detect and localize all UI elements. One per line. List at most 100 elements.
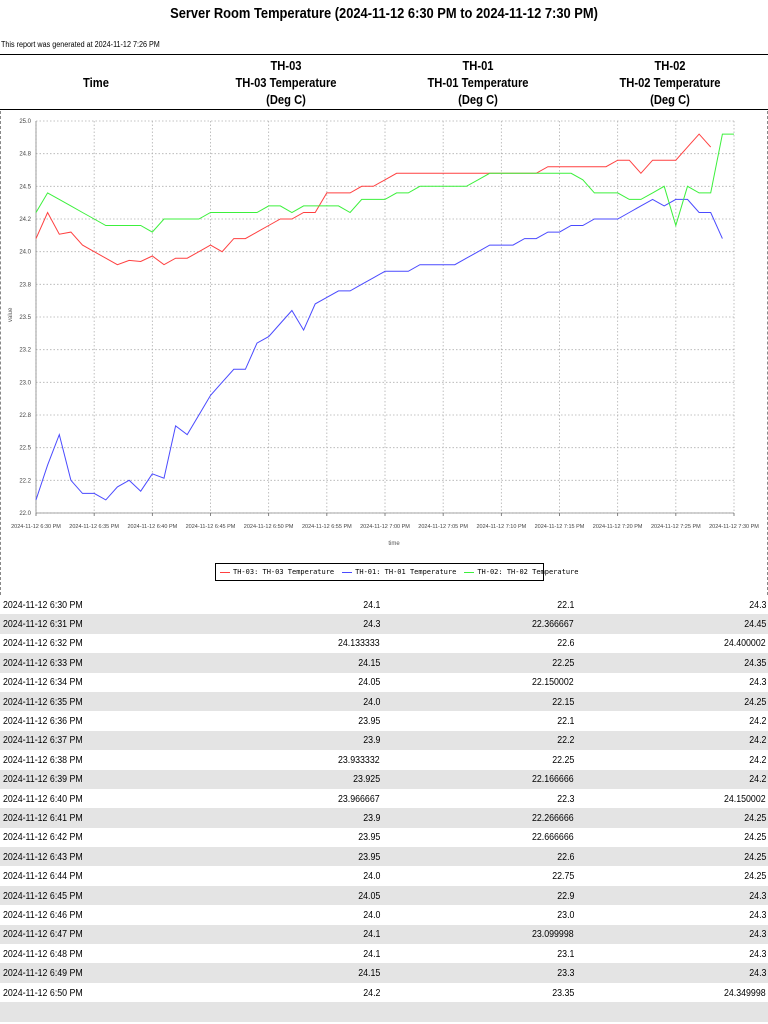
x-tick-label: 2024-11-12 6:30 PM — [11, 524, 61, 530]
cell-value-v1: 23.95 — [357, 850, 380, 863]
y-tick-label: 24.8 — [19, 152, 31, 158]
cell-value-v3: 24.35 — [743, 656, 766, 669]
table-row: 2024-11-12 6:30 PM 24.1 22.1 24.3 — [0, 595, 768, 614]
cell-value-v3: 24.3 — [748, 947, 766, 960]
x-tick-label: 2024-11-12 6:35 PM — [69, 524, 119, 530]
chart-legend: TH-03: TH-03 Temperature TH-01: TH-01 Te… — [215, 563, 578, 581]
legend-swatch-th03 — [220, 571, 230, 573]
cell-value-v1: 24.1 — [362, 947, 380, 960]
series-line-th-01 — [35, 198, 723, 501]
cell-value-v1: 24.0 — [362, 908, 380, 921]
x-tick-label: 2024-11-12 6:45 PM — [186, 524, 236, 530]
y-tick-label: 22.5 — [19, 446, 31, 452]
table-row: 2024-11-12 6:32 PM 24.133333 22.6 24.400002 — [0, 634, 768, 653]
legend-item-th02: TH-02: TH-02 Temperature — [464, 568, 578, 576]
cell-time: 2024-11-12 6:46 PM — [3, 908, 83, 921]
table-row: 2024-11-12 6:43 PM 23.95 22.6 24.25 — [0, 847, 768, 867]
y-tick-label: 23.5 — [19, 315, 31, 321]
legend-item-th01: TH-01: TH-01 Temperature — [342, 568, 456, 576]
cell-value-v2: 22.6 — [556, 850, 574, 863]
cell-time: 2024-11-12 6:45 PM — [3, 889, 83, 902]
table-row-empty — [0, 1002, 768, 1022]
x-tick-label: 2024-11-12 7:30 PM — [709, 524, 759, 530]
legend-item-th03: TH-03: TH-03 Temperature — [220, 568, 334, 576]
x-tick-label: 2024-11-12 7:15 PM — [535, 524, 585, 530]
cell-value-v2: 23.35 — [551, 986, 574, 999]
cell-time: 2024-11-12 6:34 PM — [3, 676, 83, 689]
table-row: 2024-11-12 6:37 PM 23.9 22.2 24.2 — [0, 730, 768, 751]
y-tick-label: 22.0 — [19, 511, 31, 517]
cell-value-v2: 22.3 — [556, 792, 574, 805]
cell-time: 2024-11-12 6:40 PM — [3, 792, 83, 805]
generated-note: This report was generated at 2024-11-12 … — [1, 40, 160, 49]
cell-value-v1: 23.95 — [357, 715, 380, 728]
column-header-time: Time — [83, 75, 109, 90]
chart-grid — [35, 120, 735, 514]
table-row: 2024-11-12 6:33 PM 24.15 22.25 24.35 — [0, 653, 768, 673]
cell-value-v2: 22.75 — [551, 870, 574, 883]
cell-time: 2024-11-12 6:38 PM — [3, 753, 83, 766]
cell-time: 2024-11-12 6:31 PM — [3, 618, 83, 631]
cell-value-v1: 24.15 — [357, 656, 380, 669]
table-row: 2024-11-12 6:31 PM 24.3 22.366667 24.45 — [0, 614, 768, 634]
cell-value-v3: 24.150002 — [724, 792, 766, 805]
table-row: 2024-11-12 6:35 PM 24.0 22.15 24.25 — [0, 691, 768, 712]
y-tick-label: 23.2 — [19, 348, 31, 354]
table-row: 2024-11-12 6:45 PM 24.05 22.9 24.3 — [0, 885, 768, 906]
x-tick-label: 2024-11-12 7:25 PM — [651, 524, 701, 530]
cell-value-v3: 24.25 — [743, 811, 766, 824]
cell-time: 2024-11-12 6:42 PM — [3, 831, 83, 844]
cell-value-v2: 22.150002 — [532, 676, 574, 689]
y-axis-ticks: 22.0 22.2 22.5 22.8 23.0 23.2 23.5 23.8 24.0 24.2… — [19, 119, 31, 517]
legend-swatch-th01 — [342, 571, 353, 573]
table-row: 2024-11-12 6:34 PM 24.05 22.150002 24.3 — [0, 673, 768, 692]
cell-value-v1: 24.2 — [362, 986, 380, 999]
cell-time: 2024-11-12 6:43 PM — [3, 850, 83, 863]
cell-time: 2024-11-12 6:48 PM — [3, 947, 83, 960]
cell-time: 2024-11-12 6:41 PM — [3, 811, 83, 824]
table-row: 2024-11-12 6:38 PM 23.933332 22.25 24.2 — [0, 750, 768, 769]
cell-time: 2024-11-12 6:37 PM — [3, 734, 83, 747]
cell-value-v2: 22.25 — [551, 656, 574, 669]
cell-value-v2: 23.099998 — [532, 928, 574, 941]
cell-value-v1: 24.05 — [357, 889, 380, 902]
temperature-chart: 22.0 22.2 22.5 22.8 23.0 23.2 23.5 23.8 24.0 24.2… — [8, 119, 759, 547]
x-axis-label: time — [388, 541, 400, 547]
y-tick-label: 24.5 — [19, 184, 31, 190]
series-line-th-03 — [35, 133, 712, 266]
cell-value-v3: 24.25 — [743, 870, 766, 883]
cell-time: 2024-11-12 6:32 PM — [3, 637, 83, 650]
legend-label-th01: TH-01: TH-01 Temperature — [355, 568, 457, 576]
y-axis-label: value — [8, 307, 14, 322]
cell-value-v2: 22.2 — [556, 734, 574, 747]
cell-value-v3: 24.3 — [748, 908, 766, 921]
cell-value-v3: 24.3 — [748, 928, 766, 941]
cell-value-v2: 22.666666 — [532, 831, 574, 844]
cell-value-v1: 24.3 — [362, 618, 380, 631]
cell-value-v2: 22.266666 — [532, 811, 574, 824]
cell-value-v2: 22.9 — [556, 889, 574, 902]
series-line-th-02 — [35, 133, 734, 233]
x-tick-label: 2024-11-12 7:10 PM — [476, 524, 526, 530]
cell-value-v3: 24.3 — [748, 598, 766, 611]
table-row: 2024-11-12 6:39 PM 23.925 22.166666 24.2 — [0, 769, 768, 789]
cell-time: 2024-11-12 6:30 PM — [3, 598, 83, 611]
cell-time: 2024-11-12 6:47 PM — [3, 928, 83, 941]
cell-value-v2: 22.6 — [556, 637, 574, 650]
report-title: Server Room Temperature (2024-11-12 6:30… — [170, 5, 598, 22]
cell-value-v1: 23.95 — [357, 831, 380, 844]
cell-value-v2: 23.0 — [556, 908, 574, 921]
x-tick-label: 2024-11-12 6:40 PM — [127, 524, 177, 530]
cell-value-v1: 24.05 — [357, 676, 380, 689]
cell-value-v1: 24.1 — [362, 598, 380, 611]
cell-value-v3: 24.2 — [748, 753, 766, 766]
cell-value-v2: 22.1 — [556, 715, 574, 728]
cell-value-v3: 24.3 — [748, 967, 766, 980]
cell-value-v2: 22.166666 — [532, 773, 574, 786]
column-header-th01: TH-01 TH-01 Temperature (Deg C) — [427, 58, 529, 107]
cell-value-v2: 23.1 — [556, 947, 574, 960]
table-row: 2024-11-12 6:44 PM 24.0 22.75 24.25 — [0, 866, 768, 885]
cell-value-v3: 24.3 — [748, 889, 766, 902]
cell-value-v3: 24.45 — [743, 618, 766, 631]
cell-value-v3: 24.3 — [748, 676, 766, 689]
